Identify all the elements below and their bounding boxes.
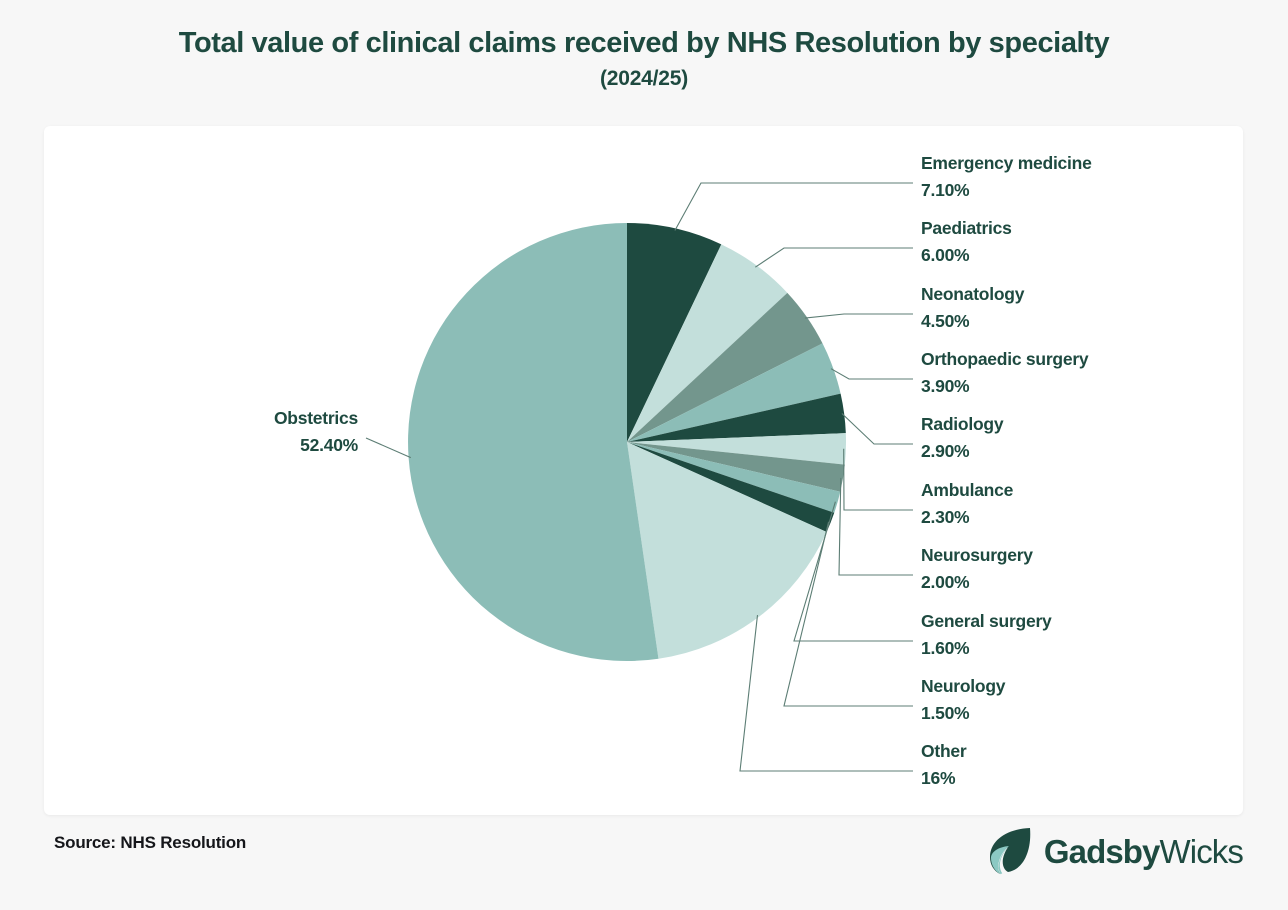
pie-label-emergency-medicine: Emergency medicine 7.10% <box>921 150 1092 204</box>
pie-slice <box>627 343 841 442</box>
pie-label-value: 3.90% <box>921 376 970 397</box>
leader-line <box>843 448 913 511</box>
chart-footer: Source: NHS Resolution GadsbyWicks <box>0 815 1288 910</box>
pie-slice <box>627 442 841 513</box>
leader-line <box>739 615 913 772</box>
pie-label-value: 1.60% <box>921 638 970 659</box>
pie-slice <box>627 292 823 442</box>
pie-label-value: 52.40% <box>300 435 358 456</box>
pie-label-name: Neurosurgery <box>921 545 1033 565</box>
brand-logo: GadsbyWicks <box>986 825 1244 877</box>
pie-label-general-surgery: General surgery 1.60% <box>921 608 1052 662</box>
pie-label-name: Neonatology <box>921 284 1025 304</box>
leader-line <box>793 501 913 642</box>
pie-label-name: Neurology <box>921 676 1006 696</box>
leader-line <box>674 182 913 231</box>
pie-label-neurosurgery: Neurosurgery 2.00% <box>921 542 1033 596</box>
leader-line <box>841 413 913 445</box>
pie-label-name: Orthopaedic surgery <box>921 349 1089 369</box>
pie-label-name: Other <box>921 741 967 761</box>
pie-slice <box>408 223 659 661</box>
leader-line <box>838 477 913 576</box>
pie-label-name: Emergency medicine <box>921 153 1092 173</box>
source-note: Source: NHS Resolution <box>54 833 247 852</box>
pie-label-neonatology: Neonatology 4.50% <box>921 281 1024 335</box>
page-title: Total value of clinical claims received … <box>178 27 1110 59</box>
pie-label-other: Other 16% <box>921 738 967 792</box>
chart-card: Emergency medicine 7.10% Paediatrics 6.0… <box>44 126 1243 815</box>
pie-label-value: 7.10% <box>921 180 970 201</box>
pie-label-value: 16% <box>921 768 956 789</box>
pie-slice <box>627 393 846 442</box>
pie-label-value: 2.90% <box>921 441 970 462</box>
leader-line <box>783 521 913 707</box>
pie-chart <box>365 182 913 772</box>
pie-label-value: 6.00% <box>921 245 970 266</box>
brand-name-primary: Gadsby <box>1043 832 1161 870</box>
pie-slice <box>627 433 847 465</box>
pie-label-radiology: Radiology 2.90% <box>921 411 1004 465</box>
chart-subtitle: (2024/25) <box>599 67 689 91</box>
pie-label-name: Ambulance <box>921 480 1014 500</box>
leaf-icon <box>989 828 1031 875</box>
leader-line <box>830 368 913 380</box>
pie-label-value: 4.50% <box>921 311 970 332</box>
leader-line <box>804 313 913 319</box>
brand-wordmark: GadsbyWicks <box>1043 832 1244 870</box>
pie-label-value: 2.30% <box>921 507 970 528</box>
pie-label-name: General surgery <box>921 611 1052 631</box>
pie-label-paediatrics: Paediatrics 6.00% <box>921 215 1012 269</box>
pie-slices <box>408 223 847 661</box>
pie-label-orthopaedic-surgery: Orthopaedic surgery 3.90% <box>921 346 1089 400</box>
leader-line <box>754 247 913 268</box>
leader-lines <box>365 182 913 772</box>
pie-label-neurology: Neurology 1.50% <box>921 673 1006 727</box>
brand-name-secondary: Wicks <box>1159 832 1244 870</box>
leader-line <box>365 437 412 459</box>
pie-label-value: 1.50% <box>921 703 970 724</box>
pie-label-name: Paediatrics <box>921 218 1012 238</box>
pie-label-obstetrics: Obstetrics 52.40% <box>104 405 358 459</box>
pie-slice <box>627 442 827 659</box>
pie-slice <box>627 442 845 492</box>
pie-label-name: Radiology <box>921 414 1004 434</box>
pie-slice <box>627 442 835 532</box>
title-block: Total value of clinical claims received … <box>0 26 1288 91</box>
pie-slice <box>627 223 722 442</box>
pie-label-value: 2.00% <box>921 572 970 593</box>
pie-label-name: Obstetrics <box>273 408 358 428</box>
pie-label-ambulance: Ambulance 2.30% <box>921 477 1013 531</box>
pie-slice <box>627 244 788 442</box>
